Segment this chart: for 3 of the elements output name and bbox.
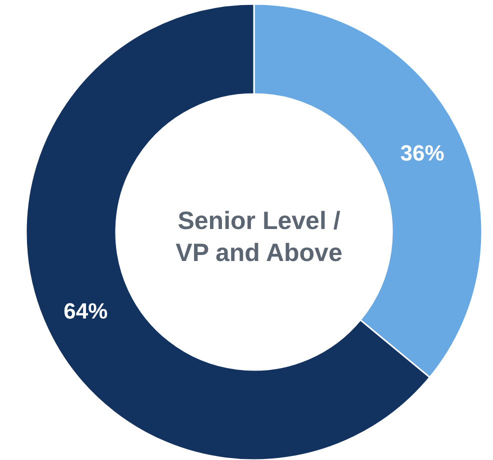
text: Senior Level / VP and Above — [176, 207, 342, 267]
data-label: 64% — [64, 298, 108, 324]
data-label: 36% — [400, 140, 444, 166]
